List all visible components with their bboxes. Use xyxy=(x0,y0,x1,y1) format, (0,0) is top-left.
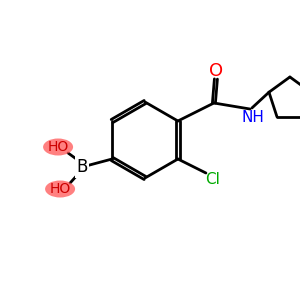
Text: B: B xyxy=(76,158,88,176)
Text: O: O xyxy=(209,62,223,80)
Ellipse shape xyxy=(43,139,73,155)
Ellipse shape xyxy=(45,181,75,197)
Text: Cl: Cl xyxy=(206,172,220,188)
Text: HO: HO xyxy=(47,140,69,154)
Text: HO: HO xyxy=(50,182,71,196)
Text: NH: NH xyxy=(242,110,264,125)
